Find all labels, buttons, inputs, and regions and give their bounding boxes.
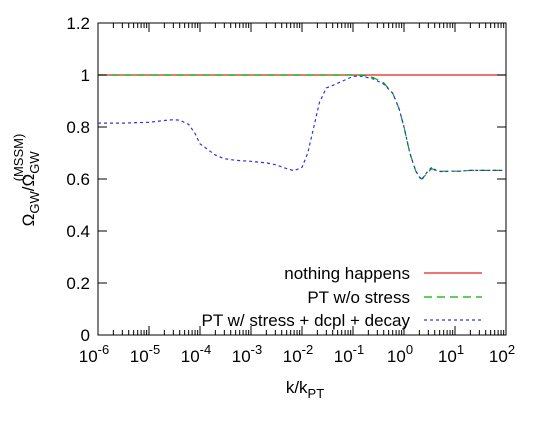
y-tick-label: 0: [81, 326, 90, 345]
x-axis-label: k/kPT: [286, 378, 324, 401]
legend: nothing happens PT w/o stress PT w/ stress…: [202, 264, 482, 330]
legend-label-3: PT w/ stress + dcpl + decay: [202, 311, 411, 330]
x-tick-label: 10-1: [334, 342, 364, 366]
x-tick-label: 10-3: [232, 342, 262, 366]
x-tick-label: 100: [387, 342, 413, 366]
y-tick-label: 0.2: [66, 274, 90, 293]
x-tick-label: 10-4: [181, 342, 211, 366]
x-tick-label: 10-5: [130, 342, 160, 366]
y-axis-label-slash: /: [19, 186, 38, 191]
y-tick-label: 0.6: [66, 170, 90, 189]
y-axis-label: ΩGW/ΩGW(MSSM): [11, 134, 42, 227]
y-axis-label-ref-sub: GW: [27, 151, 42, 174]
plot-border: [97, 22, 507, 336]
y-axis-label-omega-ref: Ω: [19, 174, 38, 187]
x-axis-label-base: k/k: [286, 378, 308, 397]
y-axis-label-ref-sup: (MSSM): [11, 134, 26, 182]
x-tick-label: 102: [489, 342, 515, 366]
x-tick-label: 10-6: [79, 342, 109, 366]
series-layer: [98, 74, 506, 182]
y-tick-label: 1: [81, 66, 90, 85]
legend-label-1: nothing happens: [284, 264, 410, 283]
x-axis-label-sub: PT: [308, 386, 325, 401]
series-line-2: [98, 74, 506, 180]
y-axis-label-sub: GW: [27, 190, 42, 213]
y-tick-label: 1.2: [66, 14, 90, 33]
y-axis-label-omega: Ω: [19, 214, 38, 227]
axis-ticks: 10-6 10-5 10-4 10-3 10-2 10-1 100 101 102 0 0.2 0.4…: [66, 14, 515, 366]
y-tick-label: 0.4: [66, 222, 90, 241]
x-tick-label: 10-2: [283, 342, 313, 366]
x-tick-label: 101: [438, 342, 464, 366]
legend-label-2: PT w/o stress: [307, 288, 410, 307]
plot-frame: [97, 22, 507, 336]
y-tick-label: 0.8: [66, 118, 90, 137]
series-line-3: [98, 75, 506, 182]
